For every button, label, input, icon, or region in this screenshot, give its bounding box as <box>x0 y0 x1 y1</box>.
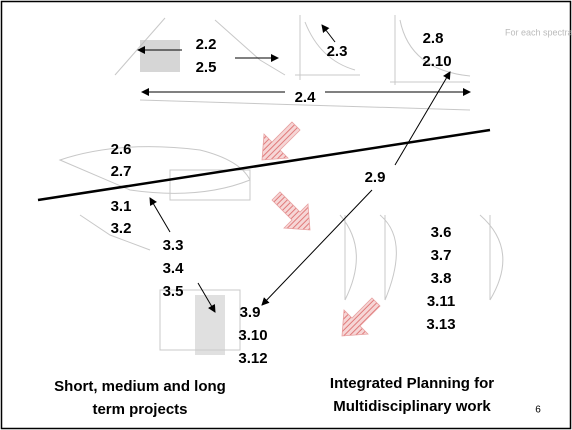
pink-arrows <box>261 121 381 337</box>
label: 2.10 <box>422 53 451 70</box>
label: 3.1 <box>111 198 132 215</box>
label: 3.3 <box>163 237 184 254</box>
label: 3.5 <box>163 283 184 300</box>
label: 2.2 <box>196 36 217 53</box>
label: 3.4 <box>163 260 185 277</box>
label: 3.10 <box>238 327 267 344</box>
divider-line <box>37 128 491 202</box>
label: 3.13 <box>426 316 455 333</box>
label: 3.8 <box>431 270 452 287</box>
label: 3.6 <box>431 224 452 241</box>
label: 3.2 <box>111 220 132 237</box>
label: 3.11 <box>427 293 455 310</box>
label: 2.8 <box>423 30 444 47</box>
faint-annotation: For each spectral frequency <box>505 27 572 37</box>
labels: 2.2 2.5 2.3 2.8 2.10 2.4 2.6 2.7 2.9 3.1… <box>111 30 456 367</box>
caption: Short, medium and long <box>54 378 226 395</box>
arrows <box>137 24 471 313</box>
label: 2.3 <box>327 43 348 60</box>
label: 2.5 <box>196 59 217 76</box>
page-number: 6 <box>535 405 541 416</box>
label: 2.7 <box>111 163 132 180</box>
label: 2.9 <box>365 169 386 186</box>
caption: Multidisciplinary work <box>333 398 491 415</box>
caption: term projects <box>92 401 187 418</box>
label: 3.7 <box>431 247 452 264</box>
label: 3.12 <box>238 350 267 367</box>
label: 2.4 <box>295 89 317 106</box>
label: 2.6 <box>111 141 132 158</box>
label: 3.9 <box>240 304 261 321</box>
caption: Integrated Planning for <box>330 375 494 392</box>
